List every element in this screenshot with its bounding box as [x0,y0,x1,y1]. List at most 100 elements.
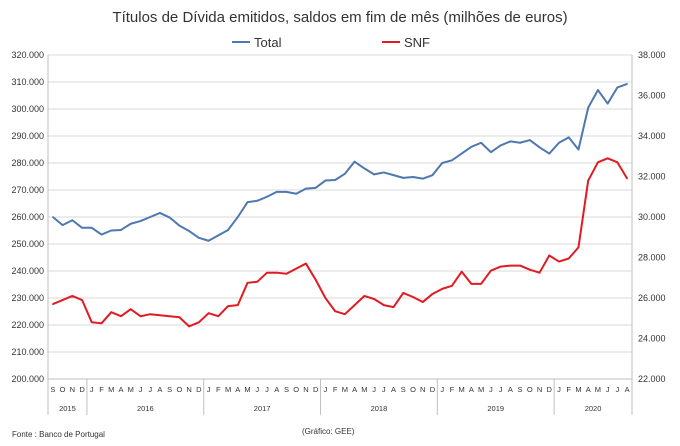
x-month-label: N [70,385,75,394]
x-month-label: N [186,385,191,394]
data-point-total [129,222,132,225]
data-point-snf [188,325,190,328]
data-point-total [519,141,521,144]
data-point-total [577,148,580,151]
source-note: Fonte : Banco de Portugal [12,430,105,439]
x-month-label: S [518,385,523,394]
data-point-snf [363,295,366,297]
data-point-snf [305,262,307,265]
x-month-label: A [469,385,474,394]
data-point-snf [548,254,551,257]
x-month-label: D [79,385,85,394]
data-point-snf [110,311,113,313]
data-point-snf [431,293,434,295]
data-point-total [587,106,589,109]
y-left-tick-label: 280.000 [11,158,44,168]
series-lines [52,82,628,328]
data-point-total [71,219,74,222]
data-point-snf [373,298,375,300]
data-point-snf [558,260,560,263]
data-point-total [558,141,560,144]
x-month-label: J [148,385,152,394]
y-left-tick-label: 310.000 [11,77,44,87]
data-point-snf [159,314,161,317]
data-point-snf [100,322,103,325]
data-point-snf [460,270,463,273]
y-right-tick-label: 26.000 [638,293,666,303]
x-month-label: O [410,385,416,394]
data-point-total [334,179,336,181]
data-point-total [421,177,424,180]
data-point-snf [334,310,336,312]
x-month-label: N [537,385,542,394]
data-point-total [431,174,434,176]
data-point-total [529,139,531,141]
data-point-snf [538,271,541,274]
series-line-total [52,82,628,242]
x-month-label: A [586,385,591,394]
data-point-snf [237,304,239,306]
data-point-snf [567,257,570,260]
x-month-label: A [118,385,123,394]
x-month-label: J [90,385,94,394]
data-point-snf [71,295,74,297]
data-point-total [266,195,268,198]
data-point-total [178,224,181,227]
data-point-snf [587,179,589,182]
y-left-tick-label: 250.000 [11,239,44,249]
x-month-label: S [284,385,289,394]
x-month-label: A [391,385,396,394]
y-right-tick-label: 24.000 [638,334,666,344]
data-point-total [188,230,190,232]
x-month-label: O [60,385,66,394]
x-month-label: J [557,385,561,394]
y-left-tick-label: 200.000 [11,374,44,384]
x-month-label: D [430,385,436,394]
data-point-total [538,146,541,149]
legend: Total SNF [232,35,430,50]
x-month-label: N [303,385,308,394]
data-point-total [120,229,122,231]
x-month-label: D [196,385,202,394]
y-left-tick-label: 230.000 [11,293,44,303]
data-point-total [441,162,444,164]
x-year-label: 2017 [254,404,271,413]
data-point-total [159,212,161,214]
data-point-total [606,102,609,105]
y-left-tick-label: 210.000 [11,347,44,357]
x-month-label: J [606,385,610,394]
data-point-total [237,216,239,218]
x-month-label: A [352,385,357,394]
data-point-total [246,201,249,203]
data-point-snf [480,283,482,285]
data-point-snf [266,271,268,274]
x-month-label: F [216,385,221,394]
x-month-label: J [382,385,386,394]
y-right-tick-label: 38.000 [638,50,666,60]
data-point-total [100,233,103,236]
data-point-total [168,216,171,219]
data-point-total [139,220,142,222]
x-month-label: J [324,385,328,394]
data-point-total [275,191,278,193]
y-left-tick-label: 320.000 [11,50,44,60]
data-point-snf [81,299,83,301]
x-year-label: 2016 [137,404,154,413]
x-month-label: D [313,385,319,394]
data-point-total [480,141,482,144]
data-point-total [616,86,619,89]
data-point-snf [499,265,502,268]
x-month-label: S [167,385,172,394]
x-month-label: J [489,385,493,394]
right-axis-ticks: 22.000 24.000 26.000 28.000 30.000 32.000 34.0… [638,50,666,384]
data-point-total [353,160,356,163]
y-left-tick-label: 260.000 [11,212,44,222]
data-point-snf [421,301,424,303]
data-point-total [499,144,502,147]
data-point-snf [324,297,327,299]
data-point-total [61,224,64,226]
x-year-label: 2019 [487,404,504,413]
data-point-snf [314,278,317,281]
data-point-total [314,187,317,189]
x-month-label: J [255,385,259,394]
